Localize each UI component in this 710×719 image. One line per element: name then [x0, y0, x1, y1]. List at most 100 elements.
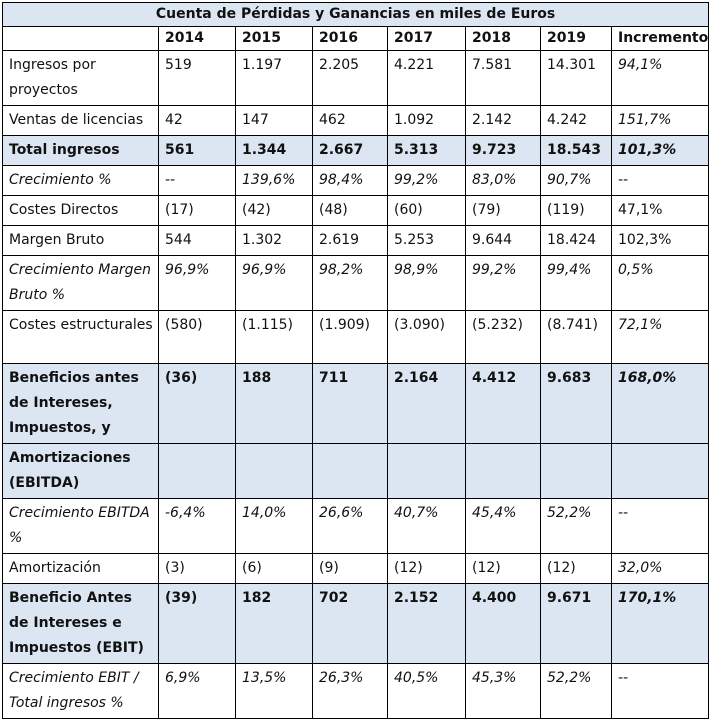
- cell-value: 1.344: [235, 135, 313, 166]
- cell-value: 182: [235, 583, 313, 664]
- table-row: Crecimiento EBIT / Total ingresos % 6,9%…: [2, 663, 710, 719]
- table-row: Costes Directos (17) (42) (48) (60) (79)…: [2, 195, 710, 226]
- table-row-ebitda-cont: Amortizaciones (EBITDA): [2, 443, 710, 499]
- cell-value: (1.115): [235, 310, 313, 364]
- cell-value: [235, 443, 313, 499]
- cell-value: 98,2%: [312, 255, 388, 311]
- cell-increment: [610, 443, 710, 499]
- row-label: Margen Bruto: [2, 225, 159, 256]
- cell-increment: 47,1%: [610, 195, 710, 226]
- cell-increment: 72,1%: [610, 310, 710, 364]
- cell-value: (36): [158, 363, 236, 444]
- cell-value: 2.667: [312, 135, 388, 166]
- cell-value: 26,3%: [312, 663, 388, 719]
- cell-value: (48): [312, 195, 388, 226]
- cell-value: (12): [540, 553, 612, 584]
- header-cell-2019: 2019: [540, 26, 612, 51]
- cell-value: 2.164: [387, 363, 466, 444]
- cell-value: 9.644: [465, 225, 541, 256]
- cell-value: 4.221: [387, 50, 466, 106]
- cell-value: 52,2%: [540, 663, 612, 719]
- cell-value: 2.205: [312, 50, 388, 106]
- cell-increment: 101,3%: [610, 135, 710, 166]
- cell-value: 9.723: [465, 135, 541, 166]
- cell-value: 1.092: [387, 105, 466, 136]
- cell-value: 2.152: [387, 583, 466, 664]
- cell-value: 2.142: [465, 105, 541, 136]
- table-row: Crecimiento Margen Bruto % 96,9% 96,9% 9…: [2, 255, 710, 311]
- table-row: Ventas de licencias 42 147 462 1.092 2.1…: [2, 105, 710, 136]
- cell-value: (42): [235, 195, 313, 226]
- cell-value: (12): [465, 553, 541, 584]
- cell-value: 13,5%: [235, 663, 313, 719]
- cell-increment: 102,3%: [610, 225, 710, 256]
- cell-value: 9.671: [540, 583, 612, 664]
- cell-increment: 168,0%: [610, 363, 710, 444]
- cell-increment: --: [610, 498, 710, 554]
- cell-value: (5.232): [465, 310, 541, 364]
- cell-value: 98,9%: [387, 255, 466, 311]
- cell-increment: --: [610, 165, 710, 196]
- cell-value: 90,7%: [540, 165, 612, 196]
- cell-value: [158, 443, 236, 499]
- cell-value: 702: [312, 583, 388, 664]
- cell-value: (119): [540, 195, 612, 226]
- cell-value: 14.301: [540, 50, 612, 106]
- cell-value: 5.253: [387, 225, 466, 256]
- header-cell-label: [2, 26, 159, 51]
- cell-value: 4.412: [465, 363, 541, 444]
- cell-value: 188: [235, 363, 313, 444]
- row-label: Costes estructurales: [2, 310, 159, 364]
- table-row: Amortización (3) (6) (9) (12) (12) (12) …: [2, 553, 710, 584]
- cell-value: (17): [158, 195, 236, 226]
- title-row: Cuenta de Pérdidas y Ganancias en miles …: [1, 2, 710, 27]
- header-row: 2014 2015 2016 2017 2018 2019 Incremento: [2, 26, 710, 51]
- header-cell-2015: 2015: [235, 26, 313, 51]
- cell-value: 4.400: [465, 583, 541, 664]
- table-row: Margen Bruto 544 1.302 2.619 5.253 9.644…: [2, 225, 710, 256]
- row-label: Crecimiento %: [2, 165, 159, 196]
- cell-value: 561: [158, 135, 236, 166]
- cell-value: 98,4%: [312, 165, 388, 196]
- cell-value: 544: [158, 225, 236, 256]
- cell-value: 519: [158, 50, 236, 106]
- row-label: Total ingresos: [2, 135, 159, 166]
- row-label: Crecimiento EBIT / Total ingresos %: [2, 663, 159, 719]
- cell-value: 18.424: [540, 225, 612, 256]
- table-row-ebitda: Beneficios antes de Intereses, Impuestos…: [2, 363, 710, 444]
- table-row: Crecimiento EBITDA % -6,4% 14,0% 26,6% 4…: [2, 498, 710, 554]
- table-row-ebit: Beneficio Antes de Intereses e Impuestos…: [2, 583, 710, 664]
- cell-value: 42: [158, 105, 236, 136]
- row-label: Beneficios antes de Intereses, Impuestos…: [2, 363, 159, 444]
- cell-increment: 0,5%: [610, 255, 710, 311]
- cell-value: [312, 443, 388, 499]
- cell-value: (3.090): [387, 310, 466, 364]
- cell-value: 4.242: [540, 105, 612, 136]
- cell-value: 96,9%: [158, 255, 236, 311]
- row-label: Crecimiento EBITDA %: [2, 498, 159, 554]
- row-label: Crecimiento Margen Bruto %: [2, 255, 159, 311]
- cell-value: (8.741): [540, 310, 612, 364]
- cell-value: (580): [158, 310, 236, 364]
- header-cell-2017: 2017: [387, 26, 466, 51]
- cell-increment: 32,0%: [610, 553, 710, 584]
- cell-value: --: [158, 165, 236, 196]
- row-label: Amortizaciones (EBITDA): [2, 443, 159, 499]
- table-row: Crecimiento % -- 139,6% 98,4% 99,2% 83,0…: [2, 165, 710, 196]
- row-label: Costes Directos: [2, 195, 159, 226]
- cell-value: 45,3%: [465, 663, 541, 719]
- row-label: Ventas de licencias: [2, 105, 159, 136]
- cell-value: [540, 443, 612, 499]
- cell-value: 147: [235, 105, 313, 136]
- cell-value: (12): [387, 553, 466, 584]
- cell-value: (1.909): [312, 310, 388, 364]
- cell-value: 99,2%: [465, 255, 541, 311]
- cell-value: 1.197: [235, 50, 313, 106]
- cell-value: 9.683: [540, 363, 612, 444]
- cell-value: 2.619: [312, 225, 388, 256]
- cell-value: 40,5%: [387, 663, 466, 719]
- cell-value: 45,4%: [465, 498, 541, 554]
- cell-value: 1.302: [235, 225, 313, 256]
- cell-value: [465, 443, 541, 499]
